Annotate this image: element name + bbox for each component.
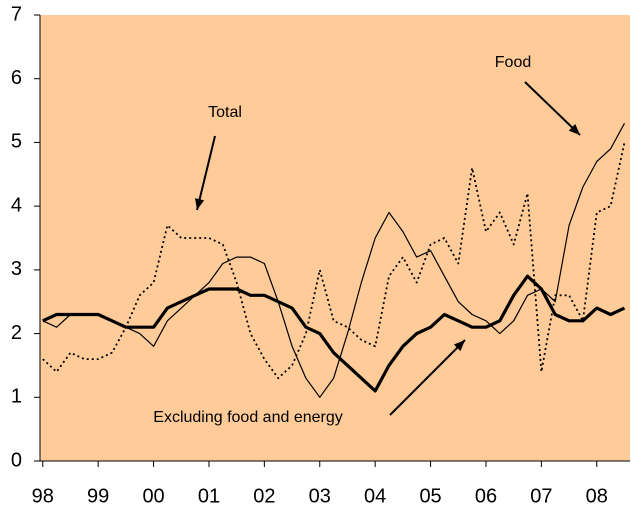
line-series bbox=[42, 123, 626, 398]
x-tick-label: 01 bbox=[198, 485, 220, 507]
x-tick-label: 04 bbox=[364, 485, 386, 507]
annotation-arrow bbox=[196, 135, 216, 211]
annotation: Excluding food and energy bbox=[153, 409, 342, 426]
y-tick-label: 4 bbox=[11, 194, 22, 216]
annotation-arrow bbox=[524, 81, 581, 136]
x-tick-label: 05 bbox=[419, 485, 441, 507]
x-tick-label: 00 bbox=[142, 485, 164, 507]
annotation-arrow bbox=[389, 339, 466, 416]
y-tick-label: 3 bbox=[11, 258, 22, 280]
arrow-head bbox=[568, 123, 580, 135]
y-tick-label: 7 bbox=[11, 3, 22, 25]
annotation: Total bbox=[208, 104, 242, 121]
line-series bbox=[42, 274, 626, 393]
x-tick-label: 02 bbox=[253, 485, 275, 507]
line-series bbox=[42, 142, 626, 380]
x-tick-label: 08 bbox=[586, 485, 608, 507]
arrow-head bbox=[453, 340, 465, 352]
x-tick-label: 06 bbox=[475, 485, 497, 507]
y-tick-label: 6 bbox=[11, 67, 22, 89]
y-tick-label: 1 bbox=[11, 386, 22, 408]
y-tick-label: 2 bbox=[11, 322, 22, 344]
x-tick-label: 99 bbox=[87, 485, 109, 507]
y-tick-label: 5 bbox=[11, 131, 22, 153]
y-tick-label: 0 bbox=[11, 449, 22, 471]
plot-area bbox=[40, 15, 630, 461]
x-tick-label: 98 bbox=[32, 485, 54, 507]
arrow-head bbox=[195, 198, 205, 210]
x-tick-label: 07 bbox=[530, 485, 552, 507]
x-tick-label: 03 bbox=[309, 485, 331, 507]
annotation: Food bbox=[495, 54, 531, 71]
